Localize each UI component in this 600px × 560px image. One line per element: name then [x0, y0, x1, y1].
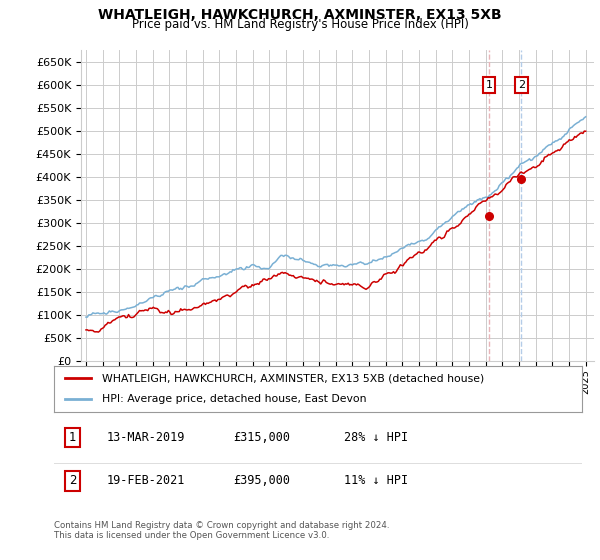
Text: Contains HM Land Registry data © Crown copyright and database right 2024.
This d: Contains HM Land Registry data © Crown c… [54, 521, 389, 540]
Text: HPI: Average price, detached house, East Devon: HPI: Average price, detached house, East… [101, 394, 366, 404]
Text: WHATLEIGH, HAWKCHURCH, AXMINSTER, EX13 5XB: WHATLEIGH, HAWKCHURCH, AXMINSTER, EX13 5… [98, 8, 502, 22]
Text: 2: 2 [518, 80, 525, 90]
Text: Price paid vs. HM Land Registry's House Price Index (HPI): Price paid vs. HM Land Registry's House … [131, 18, 469, 31]
Text: 2: 2 [69, 474, 76, 487]
Text: £315,000: £315,000 [233, 431, 290, 444]
Text: 1: 1 [485, 80, 493, 90]
Text: 19-FEB-2021: 19-FEB-2021 [107, 474, 185, 487]
Text: WHATLEIGH, HAWKCHURCH, AXMINSTER, EX13 5XB (detached house): WHATLEIGH, HAWKCHURCH, AXMINSTER, EX13 5… [101, 373, 484, 383]
Text: 1: 1 [69, 431, 76, 444]
Text: 13-MAR-2019: 13-MAR-2019 [107, 431, 185, 444]
Text: £395,000: £395,000 [233, 474, 290, 487]
Text: 11% ↓ HPI: 11% ↓ HPI [344, 474, 409, 487]
Text: 28% ↓ HPI: 28% ↓ HPI [344, 431, 409, 444]
